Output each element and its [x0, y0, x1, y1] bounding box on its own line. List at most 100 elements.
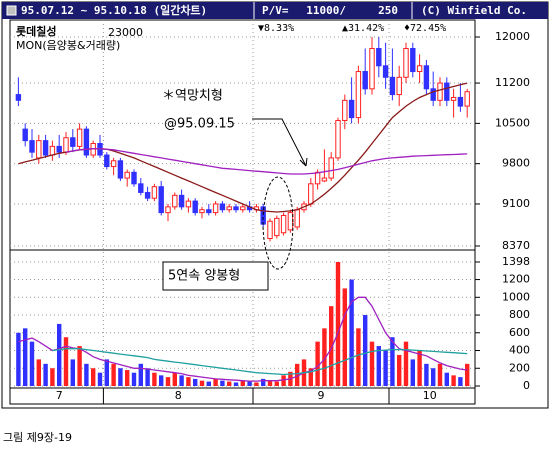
volume-bar — [43, 363, 48, 386]
candle-body — [192, 200, 198, 214]
stat: ▼8.33% — [258, 23, 294, 34]
candle-body — [83, 128, 90, 156]
indicator: MON(음양봉&거래량) — [16, 39, 120, 52]
volume-bar — [369, 341, 375, 386]
candle-body — [382, 65, 389, 78]
volume-bar — [458, 377, 463, 386]
volume-bar — [91, 368, 96, 386]
volume-bar — [131, 372, 137, 386]
volume-bar — [159, 375, 164, 386]
candle-body — [199, 209, 205, 214]
candle-body — [335, 119, 341, 159]
candle-body — [376, 48, 382, 67]
candle-body — [294, 209, 300, 228]
candle-body — [158, 186, 164, 214]
y-tick-label: 12000 — [495, 30, 530, 43]
candle-body — [22, 128, 28, 142]
candle-body — [124, 171, 130, 179]
volume-bar — [70, 359, 75, 386]
candle-body — [206, 209, 212, 214]
annotation-arrow — [252, 118, 307, 167]
volume-bar — [16, 332, 21, 386]
volume-bar — [50, 368, 55, 386]
volume-bar — [444, 372, 449, 386]
y-tick-label: 11200 — [495, 76, 530, 89]
volume-bar — [376, 346, 381, 386]
candle-body — [172, 194, 178, 208]
x-tick-label: 8 — [175, 389, 182, 402]
candle-body — [403, 48, 409, 78]
candle-body — [36, 140, 42, 159]
candle-body — [151, 186, 158, 199]
volume-bar — [179, 375, 184, 386]
y2-tick-label: 800 — [509, 308, 530, 321]
annotation-box — [162, 261, 269, 291]
arrow-head — [299, 157, 308, 167]
volume-bar — [97, 372, 103, 386]
candle-body — [117, 160, 124, 179]
candle-body — [410, 48, 416, 73]
volume-bar — [363, 315, 368, 386]
x-tick-label: 10 — [423, 389, 437, 402]
volume-moving-average — [18, 296, 468, 382]
candle-body — [287, 212, 294, 231]
candle-body — [437, 82, 443, 101]
volume-bar — [247, 381, 252, 386]
candle-body — [104, 154, 110, 168]
y-tick-label: 10500 — [495, 116, 530, 129]
candle-body — [280, 214, 287, 234]
candle-body — [342, 99, 348, 121]
stat: ♦72.45% — [404, 23, 446, 34]
candle-body — [416, 65, 423, 73]
candle-body — [423, 65, 430, 90]
volume-bar — [118, 368, 123, 386]
candle-body — [321, 177, 328, 182]
volume-bar — [329, 306, 334, 386]
candle-body — [355, 71, 362, 119]
volume-bar — [424, 363, 429, 386]
candle-body — [450, 96, 457, 101]
candle-body — [219, 203, 226, 211]
candle-body — [63, 137, 69, 153]
candle-body — [144, 191, 151, 199]
candle-body — [362, 71, 368, 90]
y2-tick-label: 200 — [509, 361, 530, 374]
volume-bar — [213, 378, 218, 386]
candle-body — [314, 171, 321, 185]
volume-bar — [254, 382, 259, 386]
y2-tick-label: 1200 — [502, 273, 530, 286]
stock-price: 23000 — [108, 26, 143, 39]
volume-bar — [23, 328, 28, 386]
volume-moving-average — [52, 348, 468, 376]
copyright: (C) Winfield Co. — [421, 4, 527, 17]
volume-bar — [77, 346, 82, 386]
pv-volume: 250 — [378, 4, 398, 17]
candle-body — [29, 140, 35, 153]
x-axis-strip — [9, 387, 476, 405]
volume-bar — [36, 359, 41, 386]
volume-bar — [315, 341, 320, 386]
y-tick-label: 9100 — [502, 197, 530, 210]
y2-tick-label: 1000 — [502, 290, 530, 303]
candle-body — [49, 145, 56, 156]
x-tick-label: 7 — [56, 389, 63, 402]
volume-bar — [193, 378, 198, 386]
candle-body — [328, 157, 334, 179]
period: 95.07.12 ~ 95.10.18 (일간차트) — [21, 3, 207, 17]
volume-bar — [227, 381, 232, 386]
highlight-ellipse — [262, 176, 294, 270]
pv-price: 11000/ — [306, 4, 346, 17]
candle-body — [138, 183, 144, 193]
caption: 그림 제9장-19 — [3, 431, 72, 444]
candle-body — [185, 200, 192, 208]
candle-body — [348, 99, 355, 119]
volume-bar — [308, 368, 313, 386]
pv-label: P/V= — [262, 4, 289, 17]
y2-tick-label: 600 — [509, 326, 530, 339]
volume-bar — [295, 363, 300, 386]
candle-body — [42, 140, 49, 156]
candle-body — [110, 160, 117, 168]
volume-bar — [267, 380, 273, 386]
volume-bar — [199, 380, 205, 386]
volume-bar — [104, 359, 109, 386]
